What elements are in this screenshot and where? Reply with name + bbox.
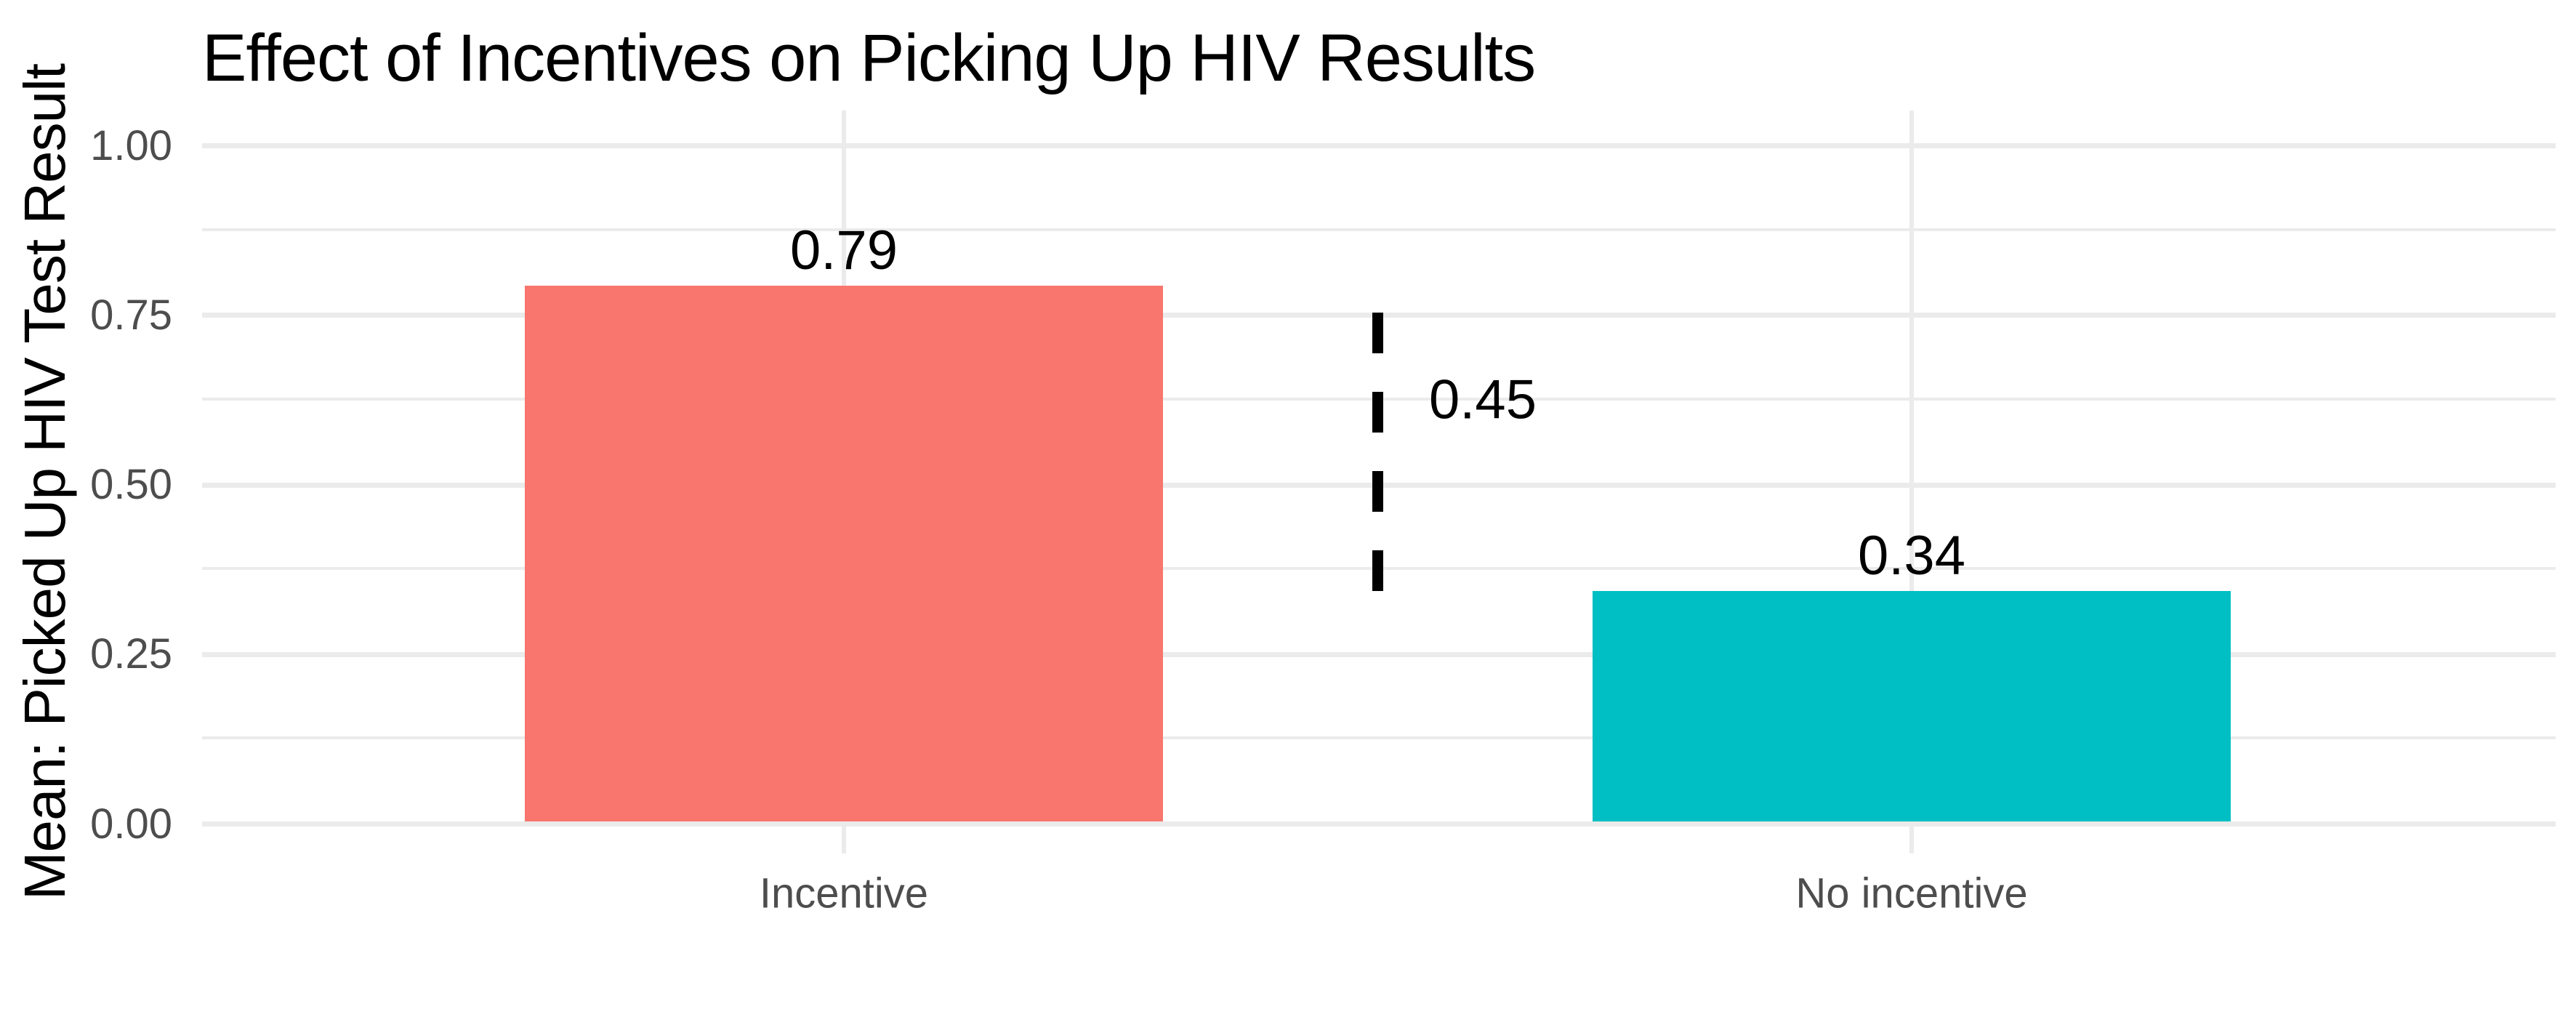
x-axis-category-label: No incentive: [1795, 869, 2028, 917]
chart-title: Effect of Incentives on Picking Up HIV R…: [202, 21, 1536, 95]
x-axis-category-label: Incentive: [759, 869, 929, 917]
bar-value-label: 0.79: [790, 220, 898, 282]
gridline-minor-horizontal: [202, 228, 2556, 231]
gridline-major-horizontal: [202, 143, 2556, 148]
bar-incentive: [525, 286, 1163, 821]
difference-dashed-line: [1372, 286, 1383, 591]
y-axis-tick-label: 0.00: [90, 800, 172, 848]
y-axis-tick-label: 0.75: [90, 292, 172, 339]
gridline-minor-horizontal: [202, 736, 2556, 739]
y-axis-tick-label: 0.25: [90, 630, 172, 678]
gridline-major-horizontal: [202, 652, 2556, 657]
y-axis-tick-label: 0.50: [90, 461, 172, 508]
difference-value-label: 0.45: [1429, 369, 1537, 431]
gridline-major-horizontal: [202, 821, 2556, 827]
bar-no-incentive: [1593, 591, 2231, 821]
bar-value-label: 0.34: [1858, 525, 1965, 587]
gridline-major-vertical: [1909, 110, 1914, 853]
y-axis-tick-label: 1.00: [90, 122, 172, 169]
